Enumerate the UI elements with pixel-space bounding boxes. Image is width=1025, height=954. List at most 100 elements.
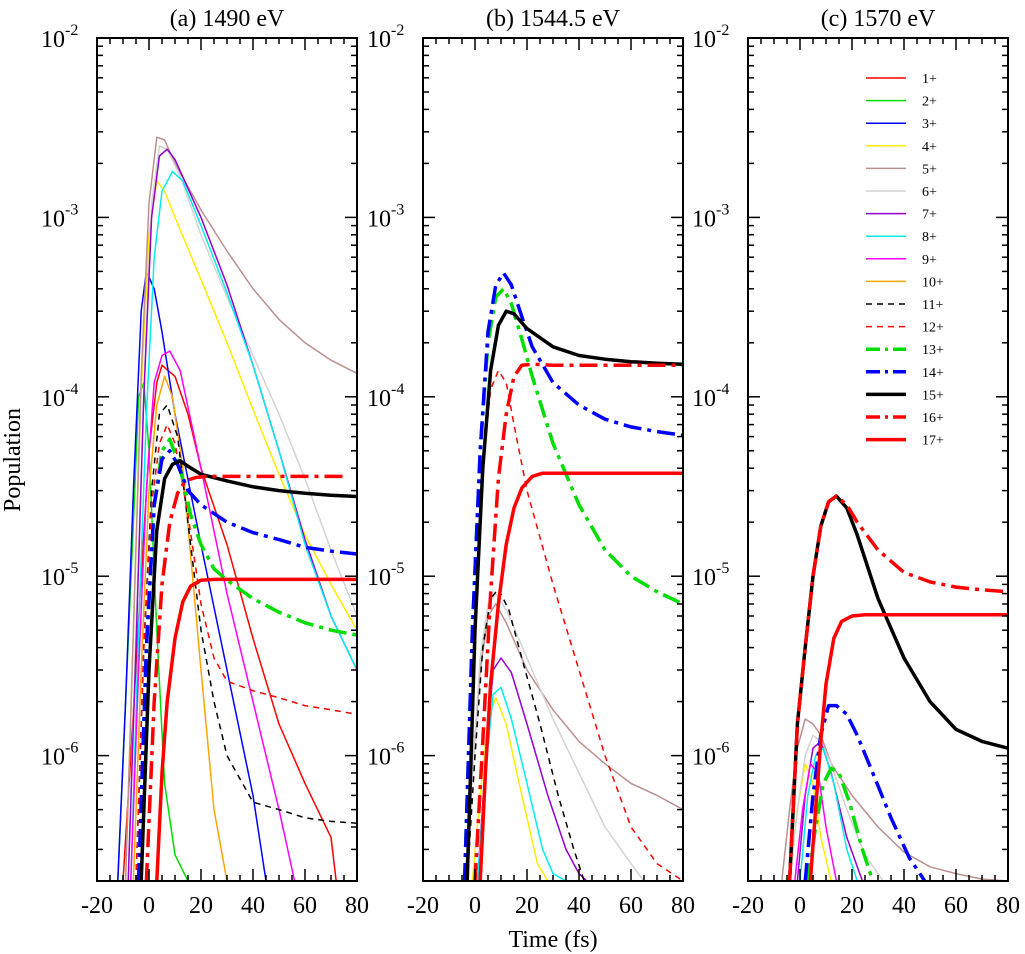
series-10plus — [132, 375, 228, 881]
legend-label: 12+ — [922, 321, 944, 336]
y-tick-label: 10 -2 — [692, 22, 729, 53]
x-tick-label: 80 — [671, 893, 695, 919]
y-tick-label-exponent: -4 — [716, 381, 729, 398]
y-tick-label-exponent: -3 — [65, 201, 78, 218]
y-tick-label: 10 -3 — [41, 201, 78, 232]
y-tick-label-base: 10 — [692, 386, 716, 412]
y-tick-label-exponent: -5 — [716, 560, 729, 577]
y-tick-label: 10 -6 — [367, 740, 404, 771]
series-4plus — [471, 697, 549, 881]
series-15plus — [465, 309, 683, 881]
y-tick-label-base: 10 — [367, 206, 391, 232]
x-tick-label: 20 — [515, 893, 539, 919]
legend-item: 11+ — [866, 298, 943, 313]
y-tick-label-exponent: -5 — [65, 560, 78, 577]
series-17plus — [478, 471, 683, 881]
y-tick-label: 10 -4 — [367, 381, 404, 412]
series-8plus — [130, 170, 357, 881]
series-16plus — [473, 362, 683, 881]
legend-label: 2+ — [922, 95, 937, 110]
x-tick-label: 0 — [143, 893, 155, 919]
y-tick-label-exponent: -4 — [391, 381, 404, 398]
legend-item: 14+ — [866, 366, 944, 381]
legend-item: 5+ — [866, 162, 937, 177]
series-17plus — [808, 612, 1008, 881]
x-tick-label: 60 — [293, 893, 317, 919]
x-tick-label: 0 — [794, 893, 806, 919]
y-tick-label: 10 -5 — [41, 560, 78, 591]
x-tick-label: 80 — [996, 893, 1020, 919]
legend-label: 6+ — [922, 185, 937, 200]
series-7plus — [476, 657, 588, 881]
series-7plus — [127, 148, 357, 881]
legend-label: 15+ — [922, 388, 944, 403]
legend-item: 15+ — [866, 388, 944, 403]
plot-frame-b — [422, 37, 684, 882]
series-5plus — [463, 603, 683, 881]
x-tick-label: 20 — [189, 893, 213, 919]
y-tick-label: 10 -3 — [367, 201, 404, 232]
y-tick-label-exponent: -3 — [716, 201, 729, 218]
series-13plus — [136, 437, 357, 881]
series-12plus — [135, 423, 357, 881]
legend-item: 9+ — [866, 253, 937, 268]
legend-label: 7+ — [922, 208, 937, 223]
panel-c: (c) 1570 eV -20 0 20 40 60 80 10-210-310 -410-… — [692, 6, 1020, 919]
y-tick-label-base: 10 — [41, 386, 65, 412]
series-13plus — [806, 766, 875, 881]
y-tick-label-exponent: -4 — [65, 381, 78, 398]
y-tick-label-exponent: -2 — [65, 22, 78, 39]
x-tick-label: 80 — [345, 893, 369, 919]
series-8plus — [476, 686, 567, 881]
ticks-c — [747, 38, 1009, 882]
y-tick-label-exponent: -2 — [391, 22, 404, 39]
y-tick-label-base: 10 — [692, 206, 716, 232]
series-14plus — [136, 449, 357, 881]
y-axis-label: Population — [0, 408, 26, 512]
plot-area-c — [781, 494, 1008, 881]
ticks-b — [422, 38, 684, 882]
series-5plus — [781, 718, 1008, 881]
plot-area-a — [117, 136, 357, 881]
legend-label: 8+ — [922, 230, 937, 245]
y-tick-label: 10 -5 — [692, 560, 729, 591]
x-tick-label: 20 — [840, 893, 864, 919]
plot-frame-c — [747, 37, 1009, 882]
legend-label: 3+ — [922, 117, 937, 132]
series-15plus — [787, 494, 1008, 881]
series-16plus — [144, 474, 344, 881]
x-tick-label: 40 — [567, 893, 591, 919]
legend-label: 11+ — [922, 298, 943, 313]
series-11plus — [135, 404, 357, 881]
y-tick-label-base: 10 — [41, 565, 65, 591]
series-9plus — [130, 350, 296, 881]
series-14plus — [462, 271, 683, 881]
legend-label: 1+ — [922, 72, 937, 87]
y-tick-label: 10 -6 — [692, 740, 729, 771]
y-tick-label-exponent: -6 — [716, 740, 729, 757]
panel-title-a: (a) 1490 eV — [170, 6, 285, 32]
y-tick-label-base: 10 — [41, 206, 65, 232]
series-17plus — [155, 577, 357, 881]
x-axis-label: Time (fs) — [508, 927, 597, 953]
y-tick-label: 10 -6 — [41, 740, 78, 771]
legend-label: 16+ — [922, 411, 944, 426]
series-15plus — [139, 459, 357, 881]
legend-item: 16+ — [866, 411, 944, 426]
legend-label: 13+ — [922, 343, 944, 358]
series-11plus — [466, 588, 585, 881]
y-tick-labels-a: 10-210-310-410-510-6 — [41, 22, 78, 771]
y-tick-label: 10 -3 — [692, 201, 729, 232]
y-tick-label: 10 -4 — [692, 381, 729, 412]
y-tick-label: 10 -4 — [41, 381, 78, 412]
plot-area-b — [462, 271, 683, 881]
x-tick-labels-a: -20 0 20 40 60 80 — [81, 893, 369, 919]
y-tick-label-base: 10 — [41, 27, 65, 53]
legend-item: 4+ — [866, 140, 937, 155]
legend-item: 6+ — [866, 185, 937, 200]
legend-item: 7+ — [866, 208, 937, 223]
x-tick-label: 60 — [619, 893, 643, 919]
panel-title-b: (b) 1544.5 eV — [486, 6, 621, 32]
panel-title-c: (c) 1570 eV — [821, 6, 936, 32]
legend-item: 12+ — [866, 321, 944, 336]
